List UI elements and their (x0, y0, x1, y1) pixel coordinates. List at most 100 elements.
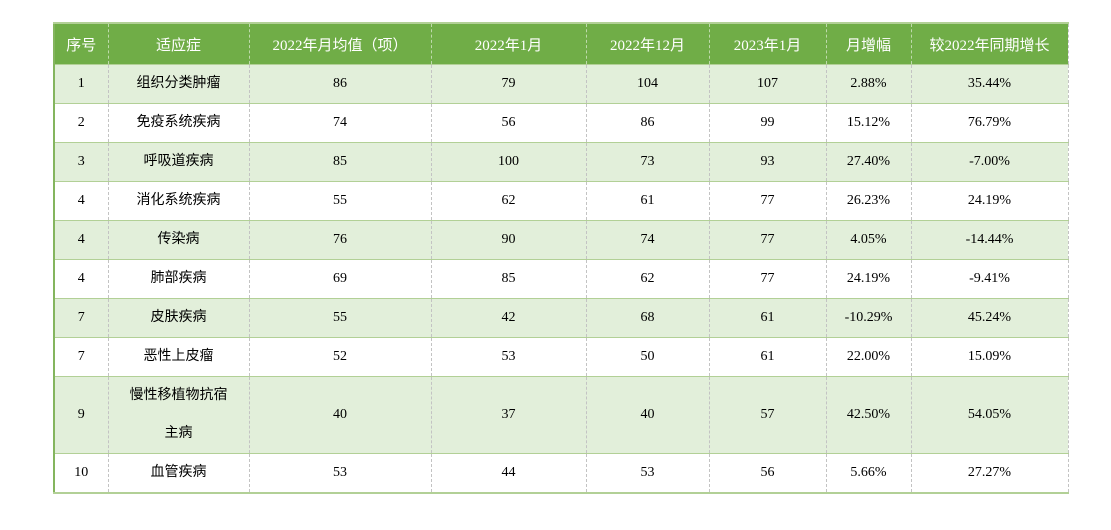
table-row: 1 组织分类肿瘤 86 79 104 107 2.88% 35.44% (54, 64, 1068, 104)
table-cell: 40 (585, 376, 709, 454)
table-cell: 79 (430, 64, 586, 104)
table-cell: 76 (248, 220, 431, 260)
table-cell: 42 (430, 298, 586, 338)
table-cell: 45.24% (910, 298, 1068, 338)
table-cell: 4 (54, 181, 108, 221)
table-cell: 100 (430, 142, 586, 182)
table-cell: 7 (54, 337, 108, 377)
table-cell: 107 (708, 64, 826, 104)
column-header-2: 2022年月均值（项） (248, 23, 431, 65)
table-cell: 77 (708, 181, 826, 221)
table-cell: 26.23% (825, 181, 911, 221)
table-cell: 99 (708, 103, 826, 143)
table-cell: 5.66% (825, 453, 911, 493)
table-cell: 10 (54, 453, 108, 493)
table-cell: 104 (585, 64, 709, 104)
table-row: 7 恶性上皮瘤 52 53 50 61 22.00% 15.09% (54, 337, 1068, 377)
table-row: 7 皮肤疾病 55 42 68 61 -10.29% 45.24% (54, 298, 1068, 338)
table-cell: 44 (430, 453, 586, 493)
table-cell: 40 (248, 376, 431, 454)
table-cell: 组织分类肿瘤 (107, 64, 249, 104)
table-cell: 传染病 (107, 220, 249, 260)
table-cell: 54.05% (910, 376, 1068, 454)
table-cell: -10.29% (825, 298, 911, 338)
table-row: 3 呼吸道疾病 85 100 73 93 27.40% -7.00% (54, 142, 1068, 182)
table-cell: 27.27% (910, 453, 1068, 493)
table-cell: 53 (430, 337, 586, 377)
table-row: 9 慢性移植物抗宿主病 40 37 40 57 42.50% 54.05% (54, 376, 1068, 454)
table-cell: 皮肤疾病 (107, 298, 249, 338)
table-row: 4 传染病 76 90 74 77 4.05% -14.44% (54, 220, 1068, 260)
table-cell: 53 (248, 453, 431, 493)
column-header-7: 较2022年同期增长 (910, 23, 1068, 65)
table-cell: -7.00% (910, 142, 1068, 182)
table-cell: 61 (708, 337, 826, 377)
table-cell: 73 (585, 142, 709, 182)
table-cell: 74 (248, 103, 431, 143)
table-cell: 24.19% (825, 259, 911, 299)
table-cell: 35.44% (910, 64, 1068, 104)
column-header-4: 2022年12月 (585, 23, 709, 65)
table-row: 10 血管疾病 53 44 53 56 5.66% 27.27% (54, 453, 1068, 493)
table-cell: 77 (708, 220, 826, 260)
table-cell: 9 (54, 376, 108, 454)
table-row: 4 肺部疾病 69 85 62 77 24.19% -9.41% (54, 259, 1068, 299)
table-cell: 93 (708, 142, 826, 182)
table-cell: 56 (708, 453, 826, 493)
table-cell: 68 (585, 298, 709, 338)
table-cell: 2.88% (825, 64, 911, 104)
table-cell: 52 (248, 337, 431, 377)
table-cell: 慢性移植物抗宿主病 (107, 376, 249, 454)
table-cell: 85 (248, 142, 431, 182)
table-cell: 69 (248, 259, 431, 299)
table-cell: 74 (585, 220, 709, 260)
table-cell: 消化系统疾病 (107, 181, 249, 221)
table-cell: 90 (430, 220, 586, 260)
table-cell: 85 (430, 259, 586, 299)
table-cell: 62 (585, 259, 709, 299)
indications-table-container: 序号 适应症 2022年月均值（项） 2022年1月 2022年12月 2023年1月 月增… (53, 22, 1069, 494)
table-cell: 61 (708, 298, 826, 338)
table-cell: 57 (708, 376, 826, 454)
table-cell: 24.19% (910, 181, 1068, 221)
indications-data-table: 序号 适应症 2022年月均值（项） 2022年1月 2022年12月 2023年1月 月增… (53, 22, 1069, 494)
table-cell: 免疫系统疾病 (107, 103, 249, 143)
table-cell: 呼吸道疾病 (107, 142, 249, 182)
table-cell: 50 (585, 337, 709, 377)
table-cell: 56 (430, 103, 586, 143)
column-header-3: 2022年1月 (430, 23, 586, 65)
table-cell: 86 (248, 64, 431, 104)
table-cell: 4 (54, 220, 108, 260)
table-cell: 76.79% (910, 103, 1068, 143)
column-header-1: 适应症 (107, 23, 249, 65)
table-cell: 15.12% (825, 103, 911, 143)
table-cell: 42.50% (825, 376, 911, 454)
table-cell: 62 (430, 181, 586, 221)
table-cell: 血管疾病 (107, 453, 249, 493)
table-cell: 53 (585, 453, 709, 493)
table-cell: 77 (708, 259, 826, 299)
table-cell: 27.40% (825, 142, 911, 182)
table-cell: 4 (54, 259, 108, 299)
table-cell: 3 (54, 142, 108, 182)
table-cell: 15.09% (910, 337, 1068, 377)
table-row: 2 免疫系统疾病 74 56 86 99 15.12% 76.79% (54, 103, 1068, 143)
header-row: 序号 适应症 2022年月均值（项） 2022年1月 2022年12月 2023年1月 月增… (54, 23, 1068, 65)
table-cell: 肺部疾病 (107, 259, 249, 299)
table-cell: 恶性上皮瘤 (107, 337, 249, 377)
column-header-6: 月增幅 (825, 23, 911, 65)
table-body: 1 组织分类肿瘤 86 79 104 107 2.88% 35.44% 2 免疫系统疾病 74 56 8… (54, 64, 1068, 493)
table-cell: 4.05% (825, 220, 911, 260)
table-cell: 7 (54, 298, 108, 338)
table-cell: 2 (54, 103, 108, 143)
table-cell: 1 (54, 64, 108, 104)
table-cell: 22.00% (825, 337, 911, 377)
column-header-5: 2023年1月 (708, 23, 826, 65)
table-cell: 37 (430, 376, 586, 454)
table-row: 4 消化系统疾病 55 62 61 77 26.23% 24.19% (54, 181, 1068, 221)
table-cell: -14.44% (910, 220, 1068, 260)
table-cell: 55 (248, 298, 431, 338)
table-cell: 86 (585, 103, 709, 143)
table-cell: 61 (585, 181, 709, 221)
table-cell: -9.41% (910, 259, 1068, 299)
